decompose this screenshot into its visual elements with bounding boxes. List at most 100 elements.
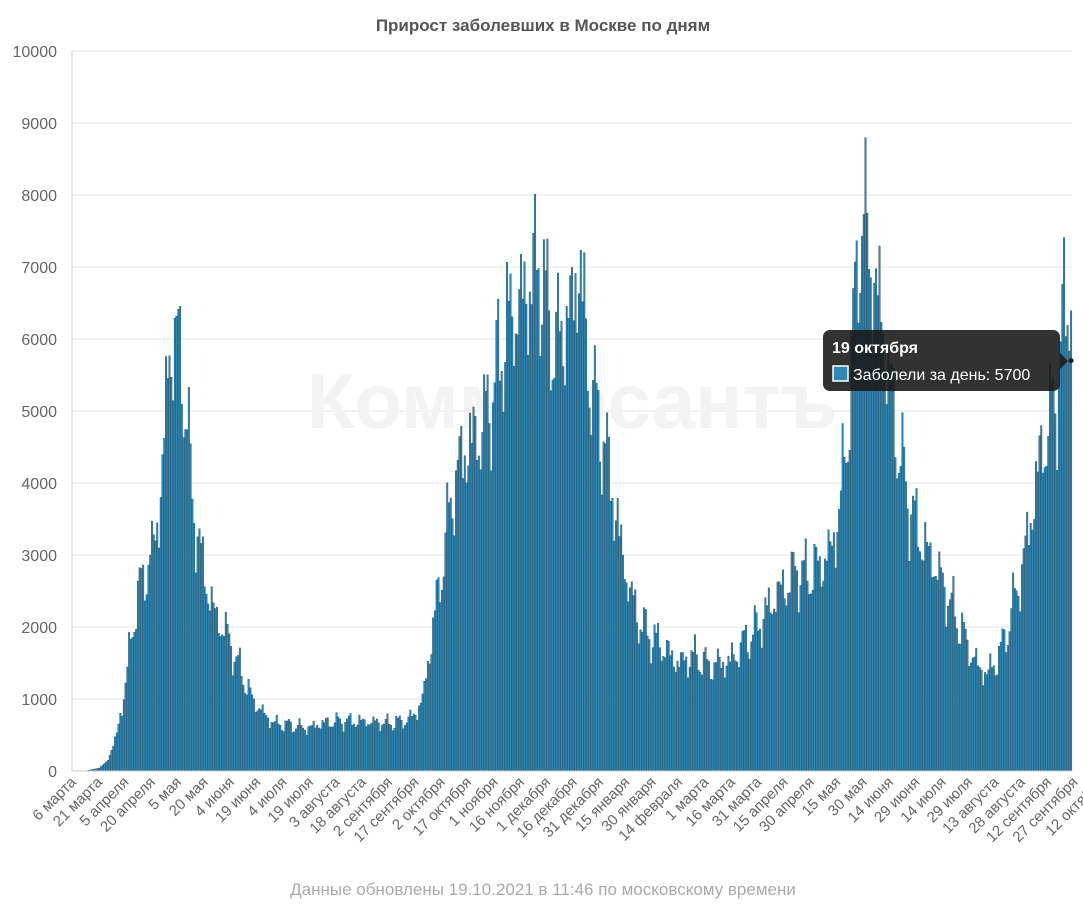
bar bbox=[488, 423, 491, 772]
bar bbox=[159, 497, 162, 772]
bar bbox=[187, 387, 190, 772]
bar bbox=[581, 301, 584, 772]
bar bbox=[537, 268, 540, 772]
bar bbox=[270, 722, 273, 772]
bar bbox=[919, 551, 921, 772]
bar bbox=[674, 671, 677, 772]
bar bbox=[595, 382, 598, 772]
bar bbox=[377, 722, 380, 772]
bar bbox=[864, 137, 867, 772]
bar bbox=[133, 631, 136, 772]
bar bbox=[542, 239, 545, 772]
bar bbox=[173, 317, 176, 772]
bar bbox=[302, 727, 305, 772]
bar bbox=[843, 457, 846, 772]
bar bbox=[1017, 595, 1020, 772]
bar bbox=[683, 660, 686, 772]
bar bbox=[235, 656, 238, 772]
bar bbox=[940, 567, 943, 772]
bar bbox=[198, 528, 201, 772]
bar bbox=[623, 578, 626, 772]
bar bbox=[887, 346, 890, 772]
bar bbox=[446, 482, 449, 772]
bar bbox=[477, 455, 480, 772]
bar bbox=[836, 532, 839, 772]
bar bbox=[342, 731, 345, 772]
bar bbox=[138, 567, 141, 772]
bar bbox=[734, 660, 737, 772]
bar bbox=[699, 672, 702, 772]
bar bbox=[913, 500, 916, 772]
bar bbox=[493, 382, 496, 772]
bar bbox=[950, 592, 953, 772]
bar bbox=[530, 304, 533, 772]
bar bbox=[827, 529, 830, 772]
bar bbox=[442, 576, 445, 772]
bar bbox=[985, 674, 988, 772]
bar bbox=[931, 577, 934, 772]
bar bbox=[154, 540, 157, 772]
bar bbox=[774, 611, 777, 772]
bar bbox=[363, 719, 366, 772]
bar bbox=[739, 642, 742, 772]
bar bbox=[546, 238, 549, 772]
bar bbox=[752, 634, 754, 772]
bar bbox=[506, 261, 508, 772]
bar bbox=[291, 732, 294, 772]
bar bbox=[244, 693, 247, 772]
bar bbox=[470, 442, 473, 772]
bar bbox=[908, 560, 911, 772]
bar bbox=[1022, 548, 1025, 772]
bar bbox=[829, 541, 832, 772]
bar bbox=[500, 370, 503, 772]
bar bbox=[962, 622, 965, 772]
bar bbox=[182, 437, 185, 772]
bar bbox=[391, 730, 394, 772]
bar bbox=[344, 721, 347, 772]
bar bbox=[483, 374, 486, 772]
bar bbox=[1035, 461, 1037, 772]
bar bbox=[948, 599, 951, 772]
bar bbox=[224, 611, 227, 772]
bar bbox=[549, 390, 552, 772]
bar bbox=[136, 580, 139, 772]
bar bbox=[980, 669, 983, 772]
bar bbox=[769, 612, 772, 772]
bar bbox=[259, 709, 262, 772]
bar bbox=[254, 712, 257, 772]
bar bbox=[437, 577, 440, 772]
bar bbox=[368, 724, 371, 772]
bar bbox=[230, 646, 232, 772]
bar bbox=[191, 498, 194, 772]
bar bbox=[760, 647, 763, 772]
bar bbox=[281, 730, 283, 772]
bar bbox=[1024, 535, 1027, 772]
bar bbox=[845, 463, 848, 772]
bar bbox=[495, 320, 498, 772]
bar bbox=[811, 589, 814, 772]
bar bbox=[1068, 350, 1071, 772]
bar bbox=[175, 315, 178, 772]
bar bbox=[660, 660, 663, 772]
bar bbox=[966, 639, 969, 772]
bar bbox=[238, 647, 241, 772]
bar bbox=[152, 534, 155, 772]
bar bbox=[400, 719, 403, 772]
bar bbox=[861, 235, 863, 772]
bar bbox=[339, 718, 341, 772]
bar bbox=[665, 639, 668, 772]
bar bbox=[562, 366, 565, 772]
tooltip-swatch bbox=[832, 365, 849, 382]
bar bbox=[460, 425, 463, 772]
bar bbox=[317, 727, 320, 772]
bar bbox=[379, 731, 382, 772]
bar bbox=[832, 532, 835, 772]
bar bbox=[713, 662, 716, 772]
bar bbox=[968, 666, 971, 772]
bar bbox=[757, 630, 760, 772]
bar bbox=[1056, 470, 1059, 772]
bar bbox=[340, 723, 343, 772]
bar bbox=[1059, 341, 1062, 772]
bar bbox=[486, 374, 489, 772]
bar bbox=[618, 536, 621, 772]
